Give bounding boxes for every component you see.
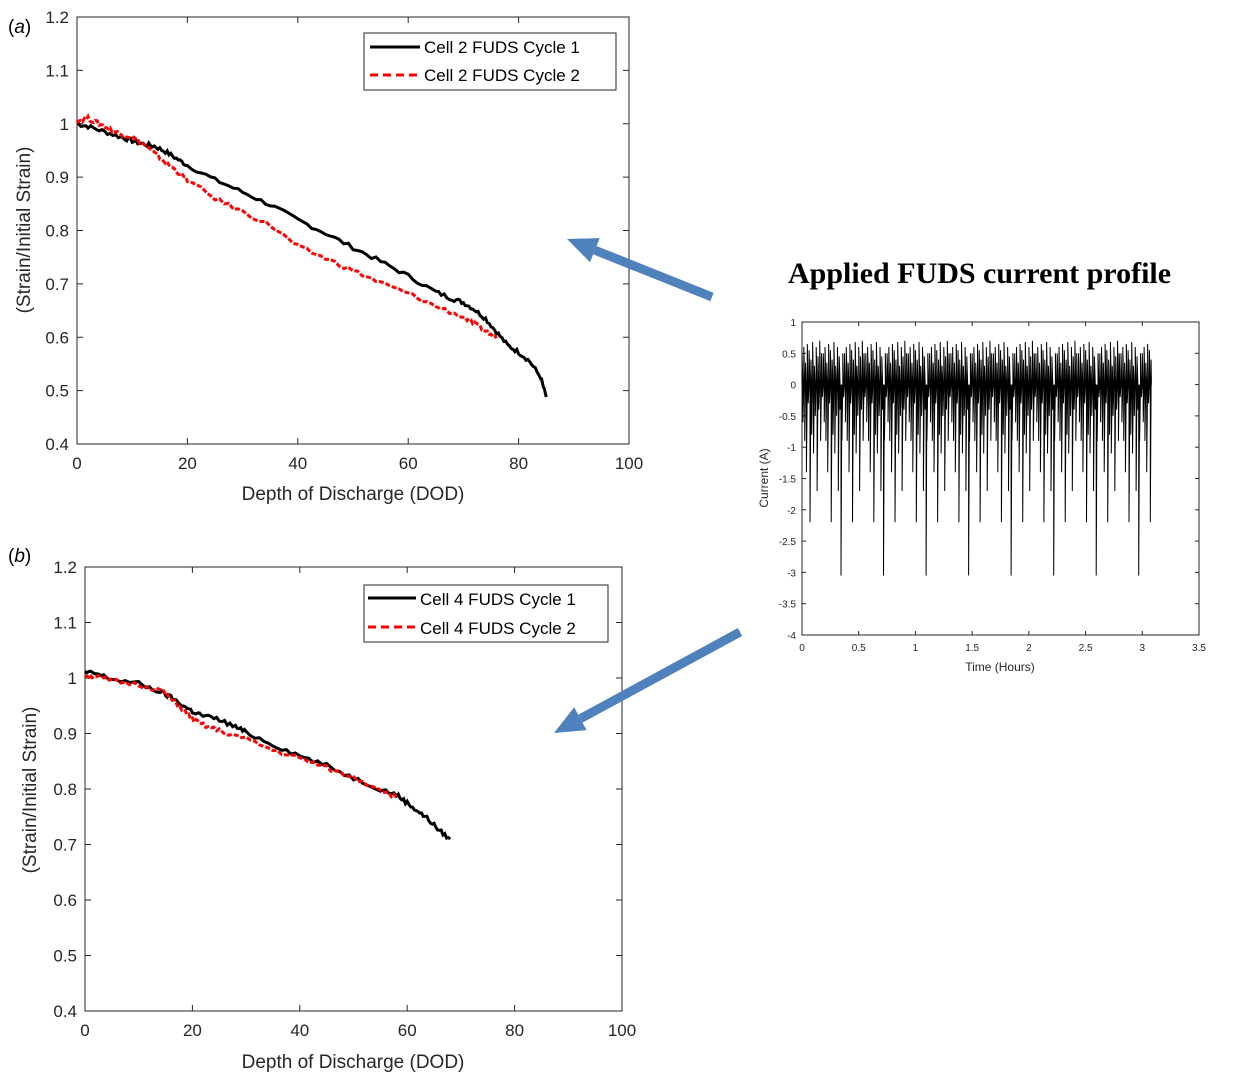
- legend-a-entry-2: Cell 2 FUDS Cycle 2: [424, 66, 580, 85]
- x-tick-label: 1: [913, 643, 919, 654]
- chart-b-series: [84, 669, 452, 841]
- y-tick-label: 1.1: [45, 61, 69, 80]
- y-tick-label: -2.5: [779, 537, 797, 548]
- x-tick-label: 40: [288, 454, 307, 473]
- inset-title: Applied FUDS current profile: [788, 257, 1171, 290]
- chart-a-grid-ticks: 0 20 40 60 80 100 0.4 0.5 0.6 0.7 0.8 0.9 1 1.1 1.2: [45, 8, 643, 473]
- chart-a-series: [75, 113, 548, 398]
- y-tick-label: 0.6: [45, 328, 69, 347]
- x-tick-label: 0.5: [852, 643, 866, 654]
- y-tick-label: -1.5: [779, 475, 797, 486]
- legend-b-entry-1: Cell 4 FUDS Cycle 1: [420, 590, 576, 609]
- y-tick-label: 1.2: [53, 558, 77, 577]
- inset-ylabel: Current (A): [757, 448, 771, 507]
- chart-b: (b) 0 20 40 60 80 100 0.4 0.5 0.6 0.7 0.8 0.9 1 1.1 1.…: [8, 546, 636, 1073]
- current-trace: [801, 340, 1152, 576]
- series-line-2: [84, 672, 398, 799]
- x-tick-label: 2.5: [1079, 643, 1093, 654]
- chart-b-xlabel: Depth of Discharge (DOD): [242, 1052, 465, 1073]
- x-tick-label: 3: [1140, 643, 1146, 654]
- y-tick-label: -2: [787, 506, 796, 517]
- chart-a-xlabel: Depth of Discharge (DOD): [242, 484, 465, 505]
- inset-grid-ticks: 0 0.5 1 1.5 2 2.5 3 3.5 -4 -3.5 -3 -2.5 -2 -1.5 -1 -0.5…: [779, 318, 1207, 654]
- y-tick-label: 0.7: [53, 836, 77, 855]
- y-tick-label: 1: [68, 669, 77, 688]
- arrow-head: [567, 238, 600, 263]
- panel-label-b: (b): [8, 546, 31, 567]
- y-tick-label: 0.4: [45, 435, 69, 454]
- x-tick-label: 60: [398, 1021, 417, 1040]
- y-tick-label: 0.8: [53, 780, 77, 799]
- chart-b-ylabel: (Strain/Initial Strain): [20, 707, 41, 874]
- y-tick-label: -1: [787, 443, 796, 454]
- legend-b-entry-2: Cell 4 FUDS Cycle 2: [420, 619, 576, 638]
- x-tick-label: 2: [1026, 643, 1032, 654]
- chart-b-legend: Cell 4 FUDS Cycle 1 Cell 4 FUDS Cycle 2: [363, 584, 609, 643]
- y-tick-label: 0: [790, 381, 796, 392]
- y-tick-label: 1: [60, 115, 69, 134]
- y-tick-label: 1.1: [53, 614, 77, 633]
- series-line-2: [75, 113, 498, 340]
- x-tick-label: 20: [183, 1021, 202, 1040]
- chart-a-legend: Cell 2 FUDS Cycle 1 Cell 2 FUDS Cycle 2: [363, 32, 617, 91]
- x-tick-label: 100: [608, 1021, 636, 1040]
- y-tick-label: 0.9: [53, 725, 77, 744]
- y-tick-label: 0.4: [53, 1002, 77, 1021]
- x-tick-label: 0: [72, 454, 81, 473]
- y-tick-label: 1: [790, 318, 796, 329]
- arrow-to-chart-b: [554, 628, 743, 733]
- x-tick-label: 40: [290, 1021, 309, 1040]
- y-tick-label: -4: [787, 631, 796, 642]
- x-tick-label: 3.5: [1192, 643, 1206, 654]
- x-tick-label: 100: [615, 454, 643, 473]
- arrow-shaft: [578, 628, 743, 723]
- x-tick-label: 80: [505, 1021, 524, 1040]
- y-tick-label: 0.5: [782, 349, 796, 360]
- chart-inset: Applied FUDS current profile 0 0.5 1 1.5 2 2.…: [757, 257, 1206, 674]
- y-tick-label: -0.5: [779, 412, 797, 423]
- x-tick-label: 1.5: [965, 643, 979, 654]
- inset-xlabel: Time (Hours): [965, 660, 1035, 674]
- y-tick-label: -3: [787, 568, 796, 579]
- y-tick-label: 0.5: [45, 382, 69, 401]
- inset-series: [801, 340, 1152, 576]
- y-tick-label: 0.6: [53, 891, 77, 910]
- x-tick-label: 0: [799, 643, 805, 654]
- arrow-head: [554, 707, 587, 733]
- x-tick-label: 0: [80, 1021, 89, 1040]
- y-tick-label: 0.8: [45, 222, 69, 241]
- chart-a-ylabel: (Strain/Initial Strain): [14, 147, 35, 314]
- arrow-to-chart-a: [567, 238, 714, 302]
- chart-a: (a) 0 20 40 60 80 100 0.4 0.5 0.6 0.7 0.8 0.9 1 1.1 1.…: [8, 8, 643, 505]
- y-tick-label: 0.5: [53, 947, 77, 966]
- chart-b-grid-ticks: 0 20 40 60 80 100 0.4 0.5 0.6 0.7 0.8 0.9 1 1.1 1.2: [53, 558, 636, 1040]
- x-tick-label: 60: [399, 454, 418, 473]
- panel-label-a: (a): [8, 17, 31, 38]
- y-tick-label: -3.5: [779, 600, 797, 611]
- y-tick-label: 1.2: [45, 8, 69, 27]
- y-tick-label: 0.7: [45, 275, 69, 294]
- x-tick-label: 80: [509, 454, 528, 473]
- legend-a-entry-1: Cell 2 FUDS Cycle 1: [424, 38, 580, 57]
- arrow-shaft: [593, 245, 714, 302]
- x-tick-label: 20: [178, 454, 197, 473]
- y-tick-label: 0.9: [45, 168, 69, 187]
